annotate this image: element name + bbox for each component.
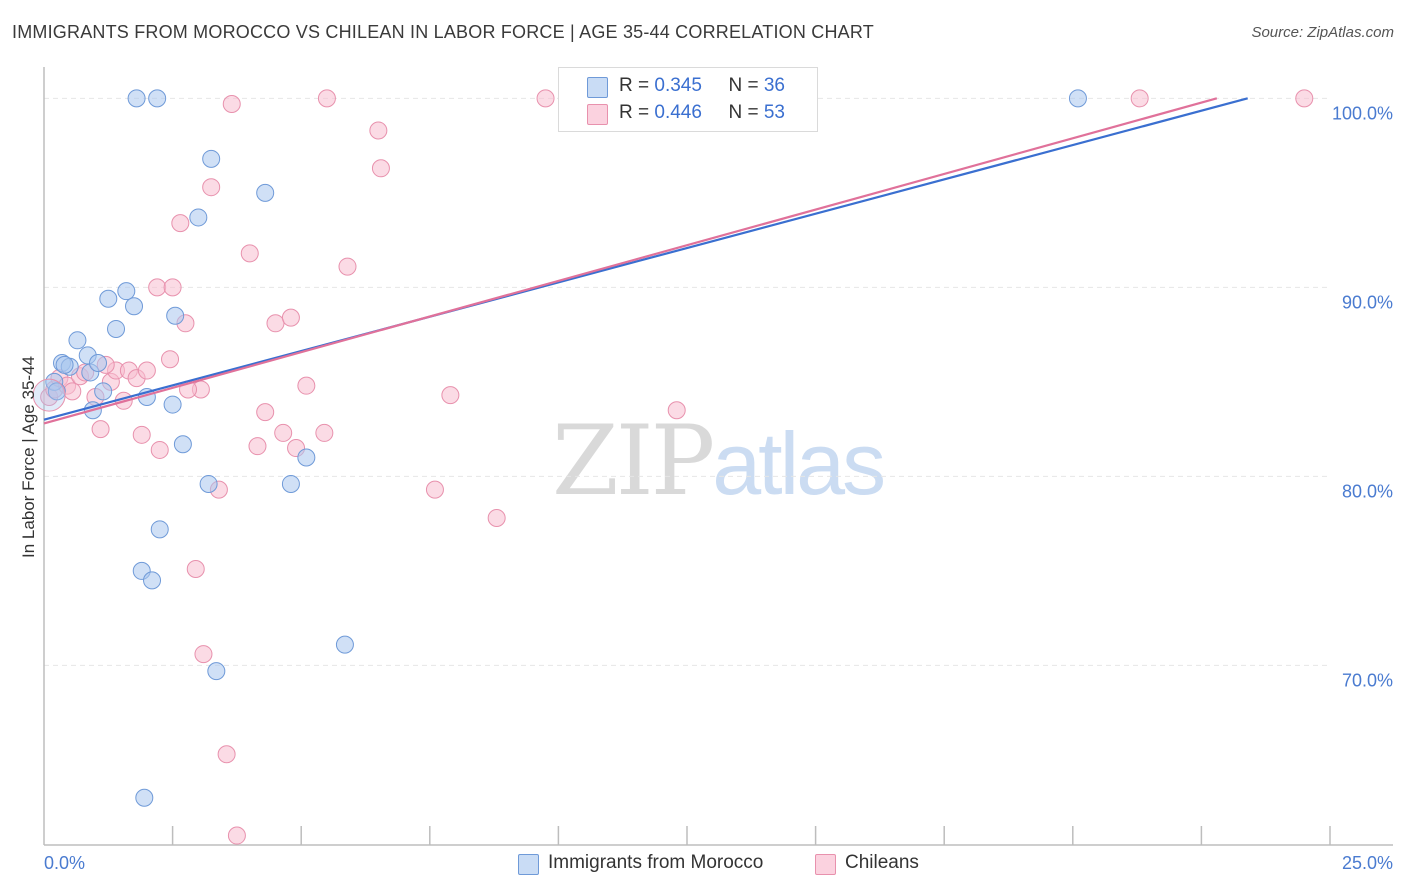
legend-r-value-chileans: 0.446 bbox=[654, 102, 702, 123]
data-point-chileans bbox=[536, 89, 555, 108]
legend-n-value-morocco: 36 bbox=[763, 75, 785, 96]
y-axis-title: In Labor Force | Age 35-44 bbox=[19, 356, 38, 558]
data-point-chileans bbox=[371, 159, 390, 178]
data-point-chileans bbox=[425, 480, 444, 499]
data-point-chileans bbox=[1130, 89, 1149, 108]
bottom-legend-label-chileans: Chileans bbox=[845, 852, 919, 873]
data-point-chileans bbox=[667, 401, 686, 420]
axis-labels: 70.0% 80.0% 90.0% 100.0% 0.0% 25.0% In Labor F… bbox=[19, 103, 1393, 873]
data-point-chileans bbox=[217, 745, 236, 764]
legend-r-label: R = bbox=[619, 102, 655, 123]
data-point-chileans bbox=[202, 178, 221, 197]
data-point-morocco bbox=[202, 149, 221, 168]
data-point-morocco bbox=[143, 571, 162, 590]
legend-n-label: N = bbox=[728, 75, 764, 96]
data-point-chileans bbox=[240, 244, 259, 263]
y-tick-label: 70.0% bbox=[1342, 670, 1393, 690]
data-point-chileans bbox=[227, 826, 246, 845]
data-point-morocco bbox=[163, 395, 182, 414]
bottom-legend-swatch-morocco bbox=[518, 854, 539, 875]
data-point-cluster bbox=[32, 378, 66, 412]
axes bbox=[43, 67, 1393, 846]
data-point-chileans bbox=[161, 350, 180, 369]
data-point-chileans bbox=[163, 278, 182, 297]
data-point-chileans bbox=[132, 425, 151, 444]
data-point-morocco bbox=[297, 448, 316, 467]
chileans-points bbox=[40, 89, 1314, 845]
legend-swatch-morocco bbox=[587, 77, 608, 98]
morocco-points bbox=[32, 89, 1087, 807]
data-point-chileans bbox=[256, 403, 275, 422]
data-point-chileans bbox=[266, 314, 285, 333]
data-point-chileans bbox=[171, 214, 190, 233]
data-point-morocco bbox=[99, 289, 118, 308]
data-point-morocco bbox=[107, 319, 126, 338]
data-point-morocco bbox=[256, 183, 275, 202]
data-point-chileans bbox=[63, 382, 82, 401]
correlation-legend: R = 0.345 N = 36 R = 0.446 N = 53 bbox=[558, 67, 818, 132]
y-tick-label: 100.0% bbox=[1332, 103, 1393, 123]
y-tick-label: 90.0% bbox=[1342, 292, 1393, 312]
chart-title: IMMIGRANTS FROM MOROCCO VS CHILEAN IN LA… bbox=[12, 22, 874, 42]
data-point-chileans bbox=[487, 508, 506, 527]
legend-n-value-chileans: 53 bbox=[763, 102, 785, 123]
data-point-chileans bbox=[441, 386, 460, 405]
x-tick-label: 0.0% bbox=[44, 853, 85, 873]
data-point-chileans bbox=[338, 257, 357, 276]
x-tick-label: 25.0% bbox=[1342, 853, 1393, 873]
data-point-morocco bbox=[335, 635, 354, 654]
data-point-morocco bbox=[281, 474, 300, 493]
data-point-morocco bbox=[199, 474, 218, 493]
data-point-chileans bbox=[274, 423, 293, 442]
data-point-chileans bbox=[315, 423, 334, 442]
watermark-atlas: atlas bbox=[712, 414, 886, 513]
source-credit: Source: ZipAtlas.com bbox=[1251, 24, 1394, 41]
data-point-morocco bbox=[135, 788, 154, 807]
data-point-chileans bbox=[369, 121, 388, 140]
data-point-morocco bbox=[127, 89, 146, 108]
y-tick-label: 80.0% bbox=[1342, 481, 1393, 501]
data-point-chileans bbox=[297, 376, 316, 395]
legend-r-label: R = bbox=[619, 75, 655, 96]
data-point-morocco bbox=[173, 435, 192, 454]
data-point-morocco bbox=[150, 520, 169, 539]
data-point-chileans bbox=[150, 440, 169, 459]
data-point-chileans bbox=[248, 437, 267, 456]
data-point-morocco bbox=[55, 355, 74, 374]
data-point-morocco bbox=[68, 331, 87, 350]
data-point-chileans bbox=[186, 560, 205, 579]
bottom-legend-swatch-chileans bbox=[815, 854, 836, 875]
trend-lines bbox=[43, 97, 1248, 425]
data-point-chileans bbox=[148, 278, 167, 297]
trend-line-chileans bbox=[43, 97, 1218, 425]
data-point-chileans bbox=[281, 308, 300, 327]
data-point-chileans bbox=[91, 420, 110, 439]
data-point-morocco bbox=[148, 89, 167, 108]
data-point-morocco bbox=[207, 662, 226, 681]
data-point-chileans bbox=[137, 361, 156, 380]
data-point-morocco bbox=[89, 353, 108, 372]
data-point-chileans bbox=[222, 95, 241, 114]
data-point-morocco bbox=[94, 382, 113, 401]
legend-swatch-chileans bbox=[587, 104, 608, 125]
data-point-morocco bbox=[1068, 89, 1087, 108]
data-point-morocco bbox=[189, 208, 208, 227]
data-point-morocco bbox=[166, 306, 185, 325]
trend-line-morocco bbox=[43, 97, 1248, 421]
gridlines bbox=[44, 97, 1330, 666]
watermark: ZIPatlas bbox=[552, 405, 886, 517]
data-point-morocco bbox=[117, 282, 136, 301]
data-point-chileans bbox=[1295, 89, 1314, 108]
data-point-chileans bbox=[194, 645, 213, 664]
bottom-legend-label-morocco: Immigrants from Morocco bbox=[548, 852, 764, 873]
data-point-morocco bbox=[125, 297, 144, 316]
data-point-chileans bbox=[317, 89, 336, 108]
legend-n-label: N = bbox=[728, 102, 764, 123]
legend-r-value-morocco: 0.345 bbox=[654, 75, 702, 96]
watermark-zip: ZIP bbox=[552, 405, 715, 517]
data-point-morocco bbox=[47, 382, 66, 401]
